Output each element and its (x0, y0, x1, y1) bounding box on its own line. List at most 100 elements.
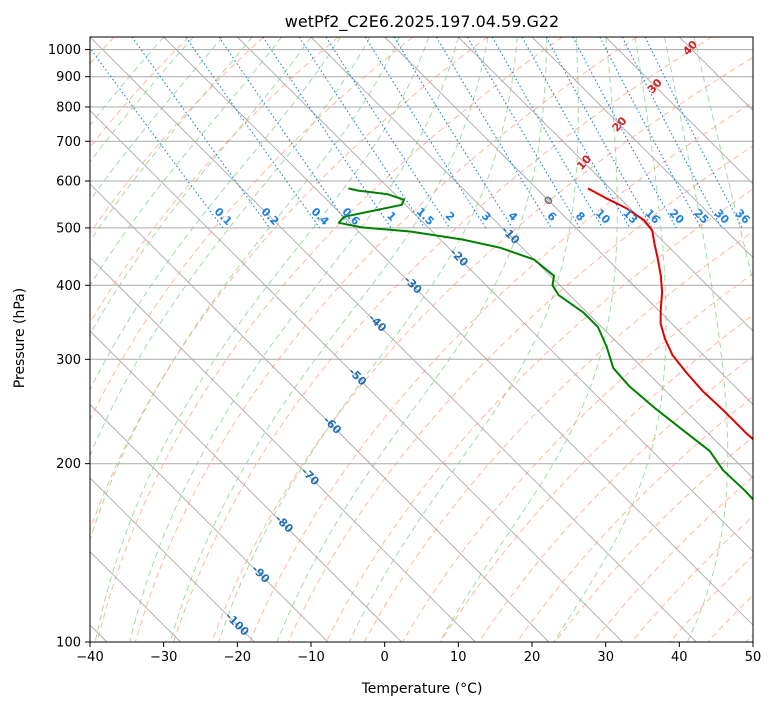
dry-adiabat (96, 37, 563, 642)
chart-title: wetPf2_C2E6.2025.197.04.59.G22 (285, 12, 559, 32)
isotherm-line (90, 403, 329, 642)
x-tick-label: 10 (450, 650, 467, 665)
mixing-ratio-line (599, 37, 702, 229)
mixing-ratio-label: 3 (479, 209, 494, 224)
dry-adiabat (173, 37, 712, 642)
mixing-ratio-label: 0.4 (309, 205, 332, 228)
isotherm-label: -50 (346, 365, 369, 388)
dry-adiabat (90, 37, 339, 324)
isotherm-line (384, 37, 753, 406)
isotherm-line (310, 37, 753, 479)
isotherm-line (531, 37, 753, 259)
dry-adiabat (249, 101, 753, 642)
mixing-ratio-line (491, 37, 603, 229)
mixing-ratio-label: 10 (593, 207, 613, 227)
moist-adiabat (129, 37, 459, 642)
moist-adiabat (90, 37, 282, 287)
moist-adiabat (439, 37, 618, 642)
dry-adiabat (90, 37, 264, 234)
isotherm-label: -80 (272, 512, 295, 535)
y-tick-label: 700 (56, 135, 81, 150)
isotherm-line (90, 37, 697, 642)
moist-adiabat (693, 37, 753, 284)
dry-adiabat (516, 395, 753, 642)
dewpoint-profile (337, 187, 753, 501)
x-tick-label: 40 (671, 650, 688, 665)
isotherm-line (90, 256, 476, 642)
isotherm-line (605, 37, 753, 185)
moist-adiabat (90, 37, 165, 126)
x-tick-label: −40 (76, 650, 103, 665)
y-tick-label: 800 (56, 101, 81, 116)
moist-adiabat (94, 37, 430, 642)
mixing-ratio-label: 0.6 (339, 205, 362, 228)
x-tick-label: −20 (224, 650, 251, 665)
isotherm-line (90, 109, 623, 642)
dry-adiabat (592, 475, 753, 642)
x-tick-label: 30 (597, 650, 614, 665)
mixing-ratio-line (435, 37, 552, 229)
mixing-ratio-line (325, 37, 451, 229)
moist-adiabat (90, 37, 253, 243)
moist-adiabat (348, 37, 579, 642)
mixing-ratio-line (298, 37, 426, 229)
y-tick-label: 600 (56, 175, 81, 190)
isotherm-line (90, 183, 550, 642)
isotherm-line (678, 37, 753, 112)
dry-adiabat (440, 314, 753, 642)
dry-adiabat (211, 56, 753, 642)
y-tick-label: 200 (56, 457, 81, 472)
mixing-ratio-line (364, 37, 487, 229)
dry-adiabat (134, 37, 638, 642)
mixing-ratio-label: 6 (544, 209, 559, 224)
dry-adiabat (287, 145, 753, 642)
dry-adiabat (402, 272, 753, 642)
mixing-ratio-label: 20 (667, 207, 687, 227)
dry-adiabat (631, 515, 753, 642)
mixing-ratio-line (218, 37, 351, 229)
mixing-ratio-line (521, 37, 631, 229)
dry-adiabat (669, 555, 753, 642)
isotherm-label: -10 (499, 224, 522, 247)
mixing-ratio-line (393, 37, 513, 229)
moist-adiabat (664, 37, 729, 642)
isotherm-line (457, 37, 753, 332)
mixing-ratio-line (467, 37, 581, 229)
mixing-ratio-line (262, 37, 392, 229)
dry-adiabat (478, 355, 753, 642)
moist-adiabat (276, 37, 548, 642)
x-tick-label: −30 (150, 650, 177, 665)
mixing-ratio-line (131, 37, 271, 229)
dry-adiabat (325, 188, 753, 642)
moist-adiabat (218, 37, 518, 642)
y-axis-label: Pressure (hPa) (12, 288, 28, 388)
axes: −40 −30 −20 −10 0 10 20 30 40 50 1000 900 800 700 600 5… (48, 36, 761, 665)
isotherm-line (236, 37, 753, 553)
mixing-ratio-label: 2 (443, 209, 458, 224)
mixing-ratio-label: 4 (505, 209, 520, 224)
isotherm-label: -20 (447, 246, 470, 269)
mixing-ratio-label: 36 (733, 207, 753, 227)
temperature-profile (587, 187, 753, 441)
mixing-ratio-label: 25 (691, 207, 711, 227)
x-axis-label: Temperature (°C) (361, 681, 483, 697)
isotherm-line (163, 37, 753, 626)
y-tick-label: 1000 (48, 43, 81, 58)
mixing-ratio-label: 1 (384, 209, 399, 224)
mixing-ratio-line (90, 47, 224, 229)
isopleth-labels: -100-90-80-70-60-50-40-30-20-100.1 0.2 0.4… (212, 38, 753, 639)
x-tick-label: 20 (524, 650, 541, 665)
moist-adiabat (90, 37, 312, 336)
moist-adiabat (90, 37, 223, 202)
plot-frame (89, 36, 754, 643)
mixing-ratio-label: 13 (620, 207, 640, 227)
mixing-ratio-label: 30 (712, 207, 732, 227)
mixing-ratio-label: 1.5 (414, 205, 437, 228)
moist-adiabat (553, 37, 667, 642)
mixing-ratio-line (545, 37, 653, 229)
moist-adiabat (90, 37, 341, 391)
x-tick-label: 0 (381, 650, 389, 665)
moist-adiabat (169, 37, 489, 642)
y-tick-label: 300 (56, 353, 81, 368)
